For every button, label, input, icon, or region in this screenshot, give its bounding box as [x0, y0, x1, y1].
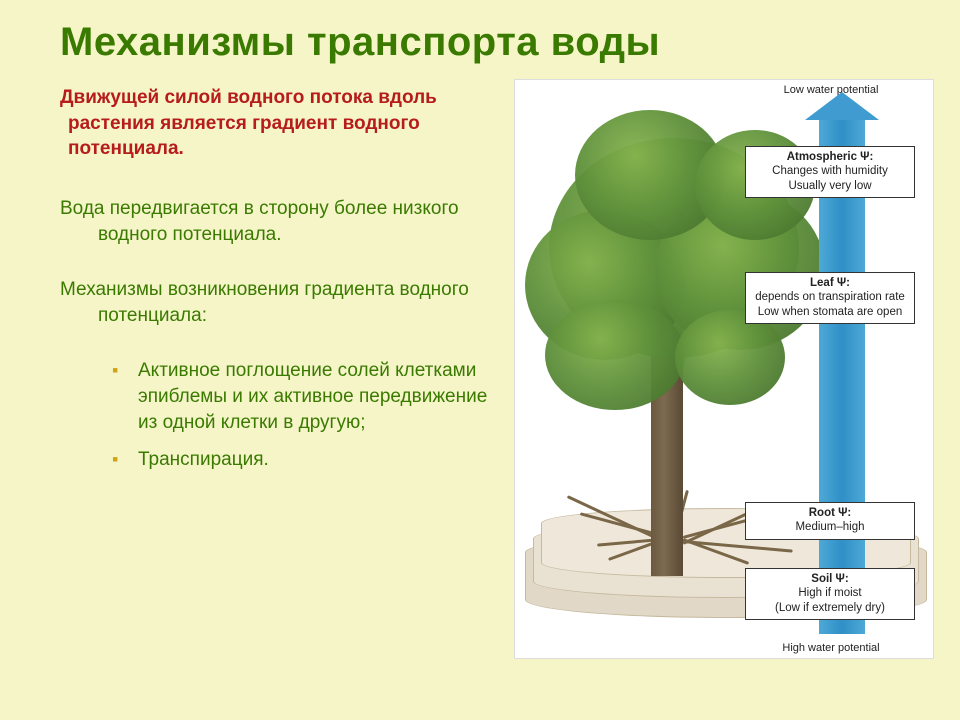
water-potential-diagram: Low water potential High water potential…: [514, 79, 934, 659]
lead-paragraph: Движущей силой водного потока вдоль раст…: [60, 85, 490, 162]
diagram-column: Low water potential High water potential…: [490, 85, 940, 700]
box-line: (Low if extremely dry): [752, 601, 908, 615]
paragraph-1: Вода передвигается в сторону более низко…: [60, 196, 490, 247]
box-line: High if moist: [752, 586, 908, 600]
slide-title: Механизмы транспорта воды: [60, 20, 940, 65]
canopy-blob: [545, 300, 685, 410]
box-title: Leaf Ψ:: [752, 276, 908, 290]
arrow-head-icon: [805, 92, 879, 120]
canopy-blob: [675, 310, 785, 405]
bullet-item: Транспирация.: [102, 447, 490, 473]
content-row: Движущей силой водного потока вдоль раст…: [60, 85, 940, 700]
box-title: Atmospheric Ψ:: [752, 150, 908, 164]
box-line: Changes with humidity: [752, 164, 908, 178]
box-line: Usually very low: [752, 179, 908, 193]
text-column: Движущей силой водного потока вдоль раст…: [60, 85, 490, 700]
potential-label-box: Leaf Ψ:depends on transpiration rateLow …: [745, 272, 915, 324]
box-line: Low when stomata are open: [752, 305, 908, 319]
potential-label-box: Atmospheric Ψ:Changes with humidityUsual…: [745, 146, 915, 198]
bottom-label: High water potential: [761, 642, 901, 654]
potential-label-box: Root Ψ:Medium–high: [745, 502, 915, 540]
box-line: depends on transpiration rate: [752, 290, 908, 304]
potential-label-box: Soil Ψ:High if moist(Low if extremely dr…: [745, 568, 915, 620]
slide: Механизмы транспорта воды Движущей силой…: [0, 0, 960, 720]
bullet-list: Активное поглощение солей клетками эпибл…: [60, 358, 490, 473]
box-line: Medium–high: [752, 520, 908, 534]
box-title: Root Ψ:: [752, 506, 908, 520]
paragraph-2: Механизмы возникновения градиента водног…: [60, 277, 490, 328]
bullet-item: Активное поглощение солей клетками эпибл…: [102, 358, 490, 435]
box-title: Soil Ψ:: [752, 572, 908, 586]
